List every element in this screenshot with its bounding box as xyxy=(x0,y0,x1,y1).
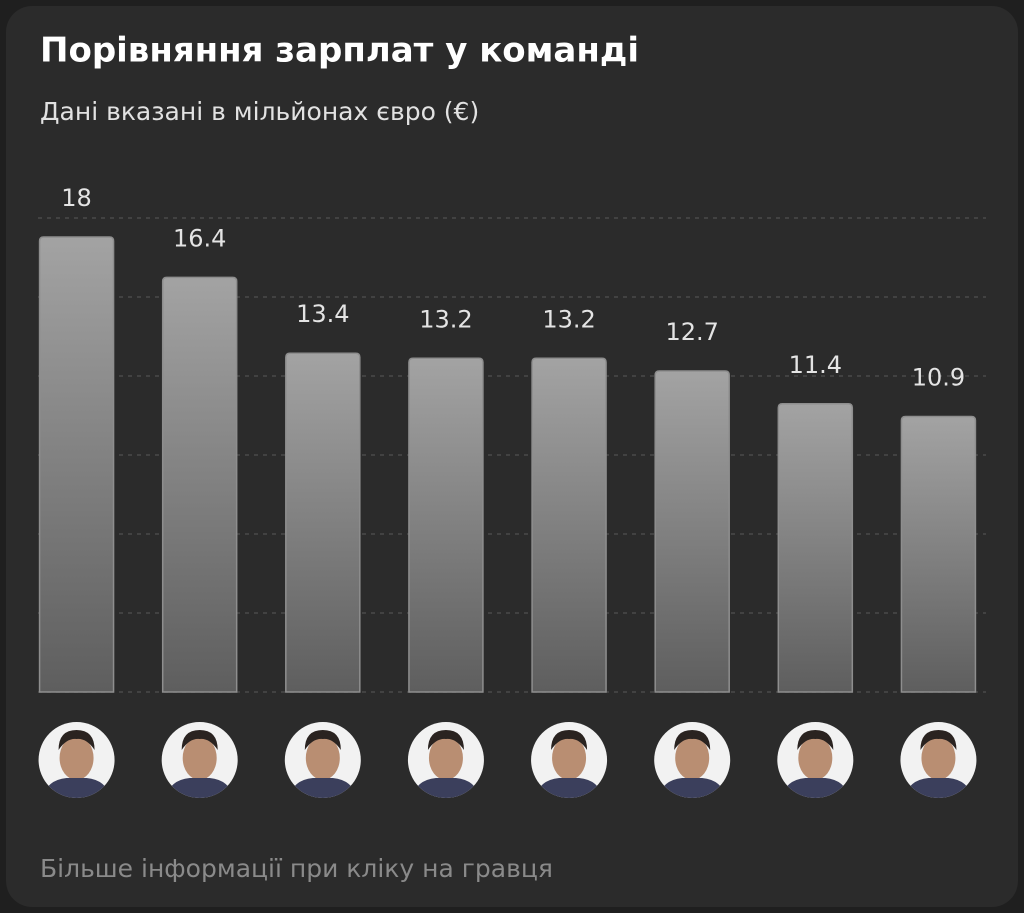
chart-title: Порівняння зарплат у команді xyxy=(40,31,639,71)
bar[interactable] xyxy=(161,276,238,693)
avatar-shirt xyxy=(165,778,234,798)
bar[interactable] xyxy=(285,352,361,693)
player-avatar[interactable] xyxy=(407,722,484,798)
avatar-head xyxy=(59,736,94,780)
avatar-hair xyxy=(920,730,957,750)
value-label: 18 xyxy=(61,184,92,212)
avatar-head xyxy=(798,736,833,780)
avatar-hair xyxy=(181,730,218,750)
bar[interactable] xyxy=(777,403,854,693)
avatar-shirt xyxy=(904,778,973,798)
avatar-head xyxy=(182,736,217,780)
value-label: 16.4 xyxy=(173,224,226,252)
footnote: Більше інформації при кліку на гравця xyxy=(40,854,553,883)
bar[interactable] xyxy=(654,370,730,693)
avatar-hair xyxy=(304,730,341,750)
player-avatar[interactable] xyxy=(284,722,361,798)
player-avatar[interactable] xyxy=(161,722,238,798)
avatar-hair xyxy=(551,730,588,750)
value-label: 13.2 xyxy=(542,305,595,333)
player-avatar[interactable] xyxy=(654,722,731,798)
bar[interactable] xyxy=(408,357,484,693)
avatar-shirt xyxy=(658,778,727,798)
value-label: 10.9 xyxy=(912,363,965,391)
value-label: 13.4 xyxy=(296,300,349,328)
card xyxy=(6,6,1018,907)
avatar-head xyxy=(921,736,956,780)
avatar-shirt xyxy=(781,778,850,798)
value-label: 11.4 xyxy=(789,351,842,379)
avatar-hair xyxy=(58,730,95,750)
avatar-hair xyxy=(674,730,711,750)
avatar-shirt xyxy=(535,778,604,798)
avatar-hair xyxy=(427,730,464,750)
avatar-hair xyxy=(797,730,834,750)
chart-subtitle: Дані вказані в мільйонах євро (€) xyxy=(40,97,479,126)
value-label: 13.2 xyxy=(419,305,472,333)
avatar-head xyxy=(675,736,710,780)
player-avatar[interactable] xyxy=(531,722,608,798)
avatar-head xyxy=(552,736,587,780)
player-avatar[interactable] xyxy=(900,722,977,798)
value-label: 12.7 xyxy=(665,318,718,346)
avatar-shirt xyxy=(288,778,357,798)
avatar-head xyxy=(305,736,340,780)
bar[interactable] xyxy=(531,357,607,693)
bar[interactable] xyxy=(38,236,115,693)
bar[interactable] xyxy=(900,415,977,693)
avatar-shirt xyxy=(42,778,111,798)
avatar-head xyxy=(428,736,463,780)
player-avatar[interactable] xyxy=(38,722,115,798)
avatar-shirt xyxy=(411,778,480,798)
player-avatar[interactable] xyxy=(777,722,854,798)
